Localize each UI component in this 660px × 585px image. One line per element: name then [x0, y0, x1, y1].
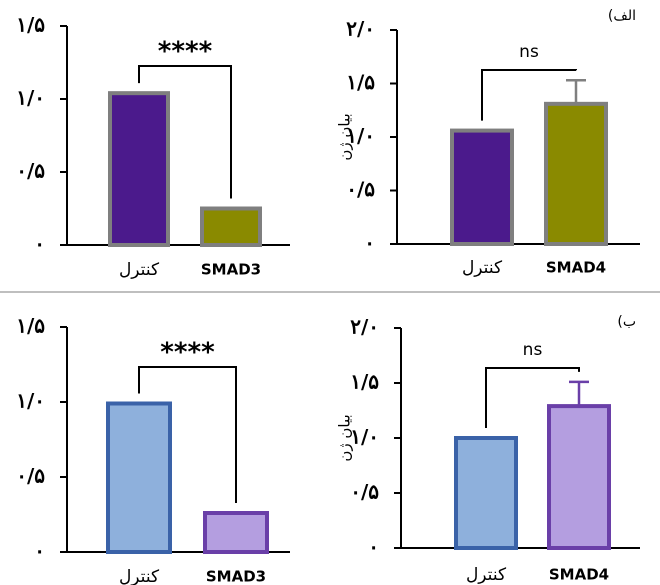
y-tick-label: ۱/۰	[346, 124, 375, 148]
significance-bracket	[138, 366, 237, 503]
y-tick-label: ۰/۵	[16, 464, 45, 488]
y-axis-label: بیان ژن	[336, 113, 354, 160]
y-tick-label: ۱/۵	[350, 370, 379, 394]
y-tick-label: ۲/۰	[350, 315, 379, 339]
y-tick-label: ۱/۵	[16, 314, 45, 338]
bar	[544, 101, 608, 246]
panel-label: (الف	[608, 8, 636, 24]
bar	[106, 401, 172, 554]
bar	[203, 511, 269, 554]
bar	[450, 128, 514, 246]
significance-label: ns	[523, 340, 543, 360]
significance-label: ****	[158, 37, 213, 67]
y-tick-label: ۰/۵	[350, 480, 379, 504]
x-tick-label: SMAD3	[206, 568, 266, 585]
y-tick-label: ۱/۰	[16, 389, 45, 413]
x-tick-label: کنترل	[119, 260, 160, 280]
y-tick-label: ۰	[34, 539, 45, 563]
significance-bracket	[485, 367, 580, 428]
bar	[454, 436, 518, 550]
y-tick-label: ۱/۰	[16, 86, 45, 110]
y-tick-label: ۰	[368, 535, 379, 559]
x-tick-label: کنترل	[466, 565, 507, 585]
bar	[108, 91, 170, 247]
bar	[200, 206, 262, 247]
x-tick-label: SMAD4	[546, 259, 606, 277]
significance-bracket	[481, 69, 577, 121]
significance-label: ns	[519, 42, 539, 62]
significance-label: ****	[160, 338, 215, 368]
y-tick-label: ۰	[34, 232, 45, 256]
significance-bracket	[138, 65, 232, 199]
x-tick-label: کنترل	[119, 567, 160, 585]
y-axis-label: بیان ژن	[336, 414, 354, 461]
y-tick-label: ۱/۵	[16, 13, 45, 37]
x-tick-label: SMAD4	[549, 566, 609, 584]
y-tick-label: ۲/۰	[346, 17, 375, 41]
bar	[547, 404, 611, 550]
panel-label: (ب	[617, 314, 636, 330]
y-tick-label: ۱/۵	[346, 70, 375, 94]
y-tick-label: ۰	[364, 231, 375, 255]
y-tick-label: ۰/۵	[346, 177, 375, 201]
x-tick-label: SMAD3	[201, 261, 261, 279]
y-tick-label: ۱/۰	[350, 425, 379, 449]
y-tick-label: ۰/۵	[16, 159, 45, 183]
x-tick-label: کنترل	[462, 258, 503, 278]
